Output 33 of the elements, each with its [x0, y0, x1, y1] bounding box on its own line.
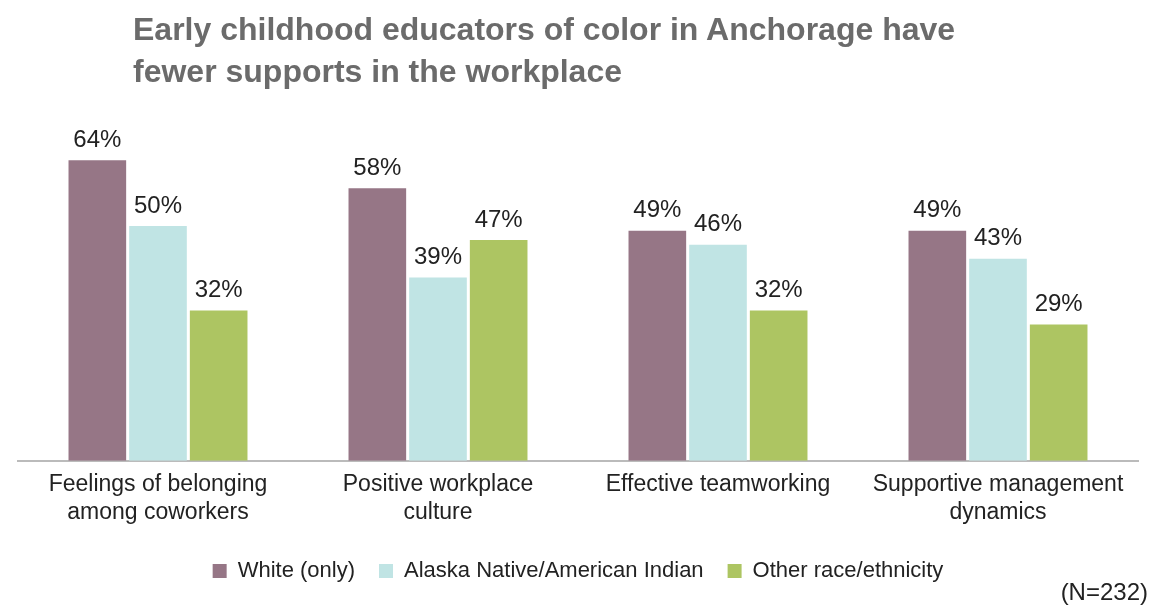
x-tick-label: Feelings of belonging among coworkers [48, 469, 268, 524]
bar [348, 188, 407, 461]
bar [628, 230, 687, 461]
data-label: 49% [633, 195, 682, 223]
bar [908, 230, 967, 461]
bar [749, 310, 808, 461]
bar [189, 310, 248, 461]
data-label: 50% [133, 190, 183, 218]
bar [409, 277, 467, 461]
legend-label: Alaska Native/American Indian [404, 557, 704, 583]
data-label: 49% [913, 195, 962, 223]
data-label: 58% [353, 152, 402, 180]
bar [689, 244, 747, 461]
x-tick-label: Positive workplace culture [342, 469, 534, 524]
legend-label: White (only) [237, 557, 356, 583]
data-label: 47% [474, 204, 523, 232]
x-tick-label: Effective teamworking [605, 469, 831, 496]
bar [129, 225, 187, 461]
data-label: 29% [1034, 289, 1083, 317]
data-label: 32% [194, 275, 243, 303]
bar [969, 258, 1027, 461]
data-label: 32% [754, 275, 803, 303]
bar [68, 160, 127, 461]
data-label: 46% [693, 209, 743, 237]
x-tick-label: Supportive management dynamics [872, 469, 1124, 524]
data-label: 39% [413, 242, 463, 270]
bar [469, 240, 528, 461]
data-label: 43% [973, 223, 1023, 251]
data-label: 64% [73, 124, 122, 152]
legend-label: Other race/ethnicity [752, 557, 944, 583]
bar [1029, 324, 1088, 461]
chart-title: Early childhood educators of color in Anchorage have fewer supports in the workplace [132, 10, 957, 91]
text: (N=232) [1060, 578, 1148, 606]
